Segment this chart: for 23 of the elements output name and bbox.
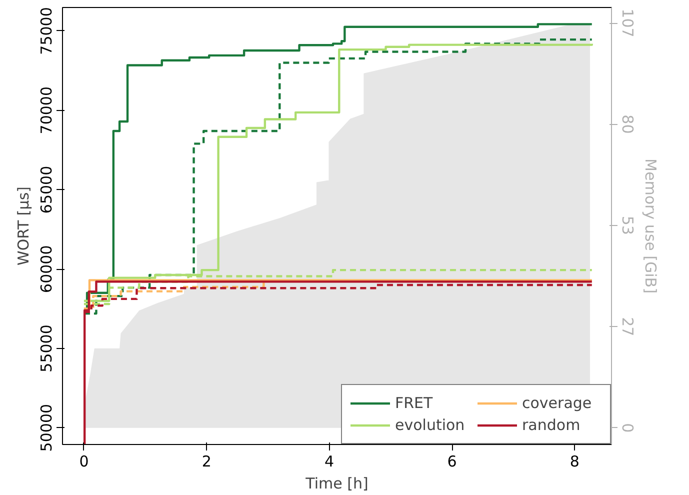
y2-axis-title: Memory use [GiB] [642,158,660,294]
y-tick-label: 75000 [38,7,56,55]
y2-tick-label: 107 [618,8,636,38]
y-tick-label: 65000 [38,166,56,214]
legend-label: random [522,416,582,434]
x-tick-label: 8 [570,452,580,470]
legend-label: coverage [522,394,593,412]
y-tick-label: 55000 [38,324,56,372]
y-tick-label: 70000 [38,86,56,134]
x-tick-label: 4 [324,452,334,470]
y2-tick-label: 0 [618,423,636,433]
legend-label: evolution [395,416,466,434]
x-tick-label: 2 [202,452,212,470]
legend-label: FRET [395,394,434,412]
y2-tick-label: 27 [618,317,636,336]
y-tick-label: 50000 [38,404,56,452]
x-axis-title: Time [h] [304,474,368,492]
x-tick-label: 0 [79,452,89,470]
y-tick-label: 60000 [38,245,56,293]
y2-tick-label: 53 [618,216,636,235]
y-axis-title: WORT [µs] [14,186,32,266]
y2-tick-label: 80 [618,114,636,134]
x-tick-label: 6 [447,452,457,470]
